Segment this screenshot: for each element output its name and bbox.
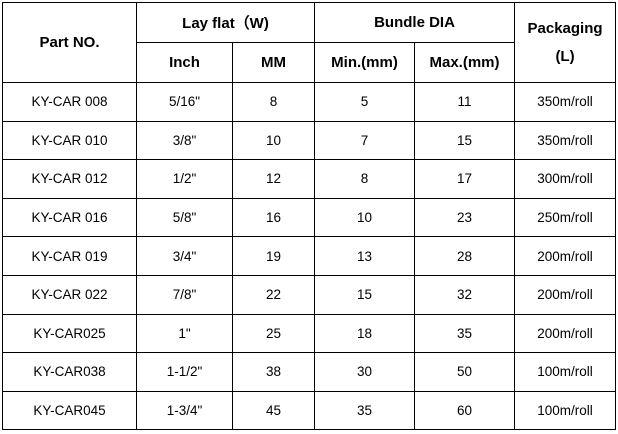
header-max: Max.(mm) [414,42,516,83]
cell-packaging: 100m/roll [514,352,617,392]
cell-inch: 3/8" [136,120,233,161]
cell-mm: 25 [231,313,316,354]
cell-mm: 16 [231,197,316,238]
cell-inch: 3/4" [136,236,233,276]
cell-mm: 38 [231,352,316,392]
cell-max: 23 [414,197,516,238]
cell-min: 35 [314,390,416,431]
header-packaging-unit: (L) [555,47,575,65]
cell-part-no: KY-CAR038 [2,352,137,392]
header-min: Min.(mm) [314,42,416,83]
cell-max: 50 [414,352,516,392]
cell-packaging: 250m/roll [514,197,617,238]
cell-mm: 22 [231,274,316,315]
cell-min: 15 [314,274,416,315]
table-header: Part NO. Lay flat（W) Bundle DIA Packagin… [2,2,617,83]
cell-inch: 1/2" [136,159,233,199]
cell-max: 60 [414,390,516,431]
cell-inch: 5/8" [136,197,233,238]
cell-max: 15 [414,120,516,161]
cell-part-no: KY-CAR025 [2,313,137,354]
cell-min: 13 [314,236,416,276]
table-row: KY-CAR 008 5/16" 8 5 11 350m/roll [2,82,617,122]
table-row: KY-CAR 019 3/4" 19 13 28 200m/roll [2,236,617,276]
cell-inch: 7/8" [136,274,233,315]
cell-packaging: 350m/roll [514,82,617,122]
cell-packaging: 100m/roll [514,390,617,431]
header-row-top: Part NO. Lay flat（W) Bundle DIA Packagin… [2,2,617,83]
header-inch: Inch [136,42,233,83]
cell-min: 30 [314,352,416,392]
cell-mm: 12 [231,159,316,199]
cell-min: 8 [314,159,416,199]
cell-part-no: KY-CAR 008 [2,82,137,122]
cell-packaging: 350m/roll [514,120,617,161]
cell-max: 11 [414,82,516,122]
cell-max: 17 [414,159,516,199]
header-packaging: Packaging (L) [514,2,617,83]
table-row: KY-CAR038 1-1/2" 38 30 50 100m/roll [2,352,617,392]
header-mm: MM [231,42,316,83]
cell-mm: 45 [231,390,316,431]
table-row: KY-CAR 022 7/8" 22 15 32 200m/roll [2,274,617,315]
cell-max: 28 [414,236,516,276]
cell-part-no: KY-CAR045 [2,390,137,431]
table-row: KY-CAR 012 1/2" 12 8 17 300m/roll [2,159,617,199]
cell-max: 35 [414,313,516,354]
cell-part-no: KY-CAR 019 [2,236,137,276]
table-row: KY-CAR025 1" 25 18 35 200m/roll [2,313,617,354]
table-body: KY-CAR 008 5/16" 8 5 11 350m/roll KY-CAR 010 3/… [2,82,617,431]
cell-mm: 19 [231,236,316,276]
cell-mm: 10 [231,120,316,161]
header-packaging-label: Packaging [527,19,603,37]
cell-packaging: 200m/roll [514,313,617,354]
cell-min: 5 [314,82,416,122]
table-row: KY-CAR 010 3/8" 10 7 15 350m/roll [2,120,617,161]
cell-part-no: KY-CAR 012 [2,159,137,199]
header-part-no: Part NO. [2,2,137,83]
cell-inch: 5/16" [136,82,233,122]
cell-mm: 8 [231,82,316,122]
header-row-sub: Inch MM Min.(mm) Max.(mm) [3,42,616,83]
cell-part-no: KY-CAR 022 [2,274,137,315]
cell-part-no: KY-CAR 016 [2,197,137,238]
cell-part-no: KY-CAR 010 [2,120,137,161]
cell-packaging: 200m/roll [514,236,617,276]
header-lay-flat: Lay flat（W) [135,2,316,43]
cell-inch: 1-1/2" [136,352,233,392]
cell-min: 10 [314,197,416,238]
cell-min: 18 [314,313,416,354]
table-row: KY-CAR045 1-3/4" 45 35 60 100m/roll [2,390,617,431]
cell-min: 7 [314,120,416,161]
header-bundle-dia: Bundle DIA [314,2,516,43]
cell-packaging: 300m/roll [514,159,617,199]
cell-packaging: 200m/roll [514,274,617,315]
cell-max: 32 [414,274,516,315]
cell-inch: 1-3/4" [136,390,233,431]
table-row: KY-CAR 016 5/8" 16 10 23 250m/roll [2,197,617,238]
cell-inch: 1" [136,313,233,354]
